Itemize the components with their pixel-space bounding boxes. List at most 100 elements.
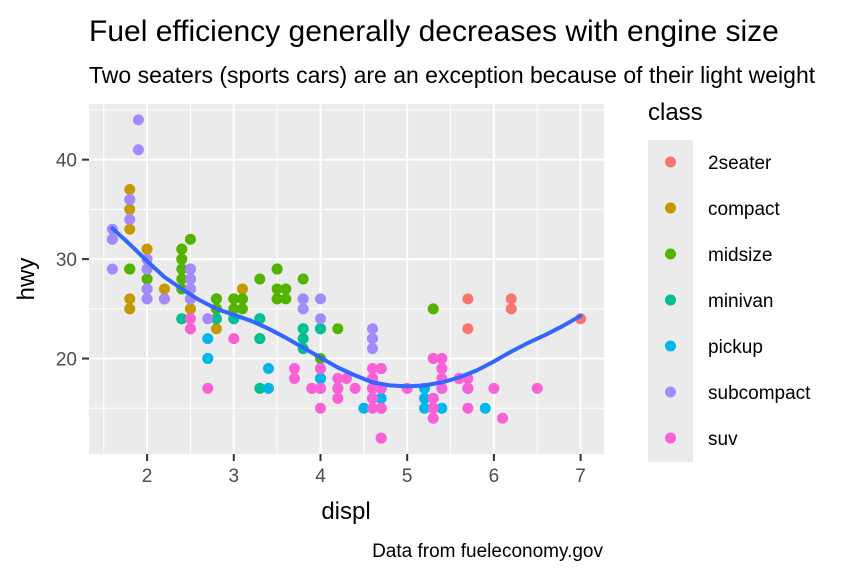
point-compact — [141, 243, 153, 255]
point-subcompact — [367, 343, 379, 355]
point-2seater — [462, 293, 474, 305]
point-suv — [332, 392, 344, 404]
point-minivan — [254, 382, 266, 394]
point-compact — [124, 223, 136, 235]
point-suv — [436, 382, 448, 394]
point-midsize — [124, 263, 136, 275]
point-suv — [288, 372, 300, 384]
plot-panel — [89, 104, 604, 454]
legend-key-minivan — [665, 294, 676, 306]
y-tick-label: 20 — [56, 350, 77, 371]
legend-key-2seater — [665, 156, 676, 168]
point-minivan — [210, 313, 222, 325]
point-midsize — [271, 283, 283, 295]
point-minivan — [314, 323, 326, 335]
legend-label-compact: compact — [708, 199, 781, 220]
point-suv — [306, 382, 318, 394]
point-pickup — [262, 382, 274, 394]
point-compact — [184, 303, 196, 315]
point-suv — [228, 333, 240, 345]
point-minivan — [297, 323, 309, 335]
legend-label-pickup: pickup — [708, 337, 763, 358]
point-suv — [436, 362, 448, 374]
point-midsize — [184, 233, 196, 245]
point-suv — [462, 382, 474, 394]
point-midsize — [280, 283, 292, 295]
point-subcompact — [314, 313, 326, 325]
point-suv — [367, 402, 379, 414]
point-suv — [497, 412, 509, 424]
x-tick-label: 4 — [315, 466, 326, 487]
point-pickup — [358, 402, 370, 414]
point-suv — [375, 362, 387, 374]
point-midsize — [297, 273, 309, 285]
point-2seater — [505, 293, 517, 305]
point-subcompact — [202, 313, 214, 325]
point-midsize — [427, 303, 439, 315]
legend-label-minivan: minivan — [708, 291, 773, 312]
legend: 2seater compact midsize minivan pickup subcom… — [665, 153, 811, 450]
point-2seater — [462, 323, 474, 335]
point-midsize — [254, 273, 266, 285]
point-subcompact — [106, 263, 118, 275]
point-suv — [375, 432, 387, 444]
point-suv — [332, 382, 344, 394]
point-pickup — [202, 333, 214, 345]
point-2seater — [505, 303, 517, 315]
chart-caption: Data from fueleconomy.gov — [372, 541, 603, 562]
point-subcompact — [367, 323, 379, 335]
point-subcompact — [132, 114, 144, 126]
point-midsize — [332, 323, 344, 335]
point-subcompact — [184, 263, 196, 275]
point-compact — [124, 293, 136, 305]
data-points — [106, 114, 587, 444]
point-subcompact — [141, 283, 153, 295]
x-axis-ticks: 2 3 4 5 6 7 — [142, 454, 586, 487]
legend-label-2seater: 2seater — [708, 153, 772, 174]
point-compact — [210, 323, 222, 335]
point-subcompact — [297, 293, 309, 305]
point-pickup — [262, 362, 274, 374]
point-subcompact — [297, 303, 309, 315]
point-minivan — [176, 313, 188, 325]
point-suv — [341, 372, 352, 384]
point-suv — [427, 412, 439, 424]
point-suv — [436, 353, 448, 365]
point-subcompact — [132, 144, 144, 156]
chart-title: Fuel efficiency generally decreases with… — [89, 15, 779, 48]
y-axis-label: hwy — [13, 258, 40, 301]
point-midsize — [236, 303, 248, 315]
point-suv — [367, 382, 379, 394]
point-midsize — [176, 243, 188, 255]
x-axis-label: displ — [321, 498, 370, 525]
point-suv — [314, 362, 326, 374]
point-subcompact — [158, 293, 170, 305]
point-midsize — [228, 293, 240, 305]
point-compact — [158, 283, 170, 295]
point-suv — [427, 402, 439, 414]
legend-title: class — [648, 99, 703, 126]
point-midsize — [176, 273, 188, 285]
legend-key-midsize — [665, 248, 676, 260]
legend-label-suv: suv — [708, 429, 738, 450]
smooth-line — [110, 226, 583, 389]
point-subcompact — [124, 213, 136, 225]
x-tick-label: 2 — [142, 466, 153, 487]
point-subcompact — [367, 333, 379, 345]
point-pickup — [479, 402, 491, 414]
point-suv — [332, 372, 344, 384]
x-tick-label: 5 — [402, 466, 413, 487]
point-midsize — [271, 263, 283, 275]
point-suv — [531, 382, 543, 394]
point-subcompact — [106, 233, 118, 245]
point-suv — [314, 402, 326, 414]
legend-key-compact — [665, 202, 676, 214]
point-suv — [367, 392, 379, 404]
x-tick-label: 3 — [229, 466, 240, 487]
point-midsize — [210, 293, 222, 305]
x-tick-label: 7 — [575, 466, 586, 487]
legend-label-midsize: midsize — [708, 245, 772, 266]
point-suv — [288, 362, 300, 374]
point-suv — [488, 382, 500, 394]
